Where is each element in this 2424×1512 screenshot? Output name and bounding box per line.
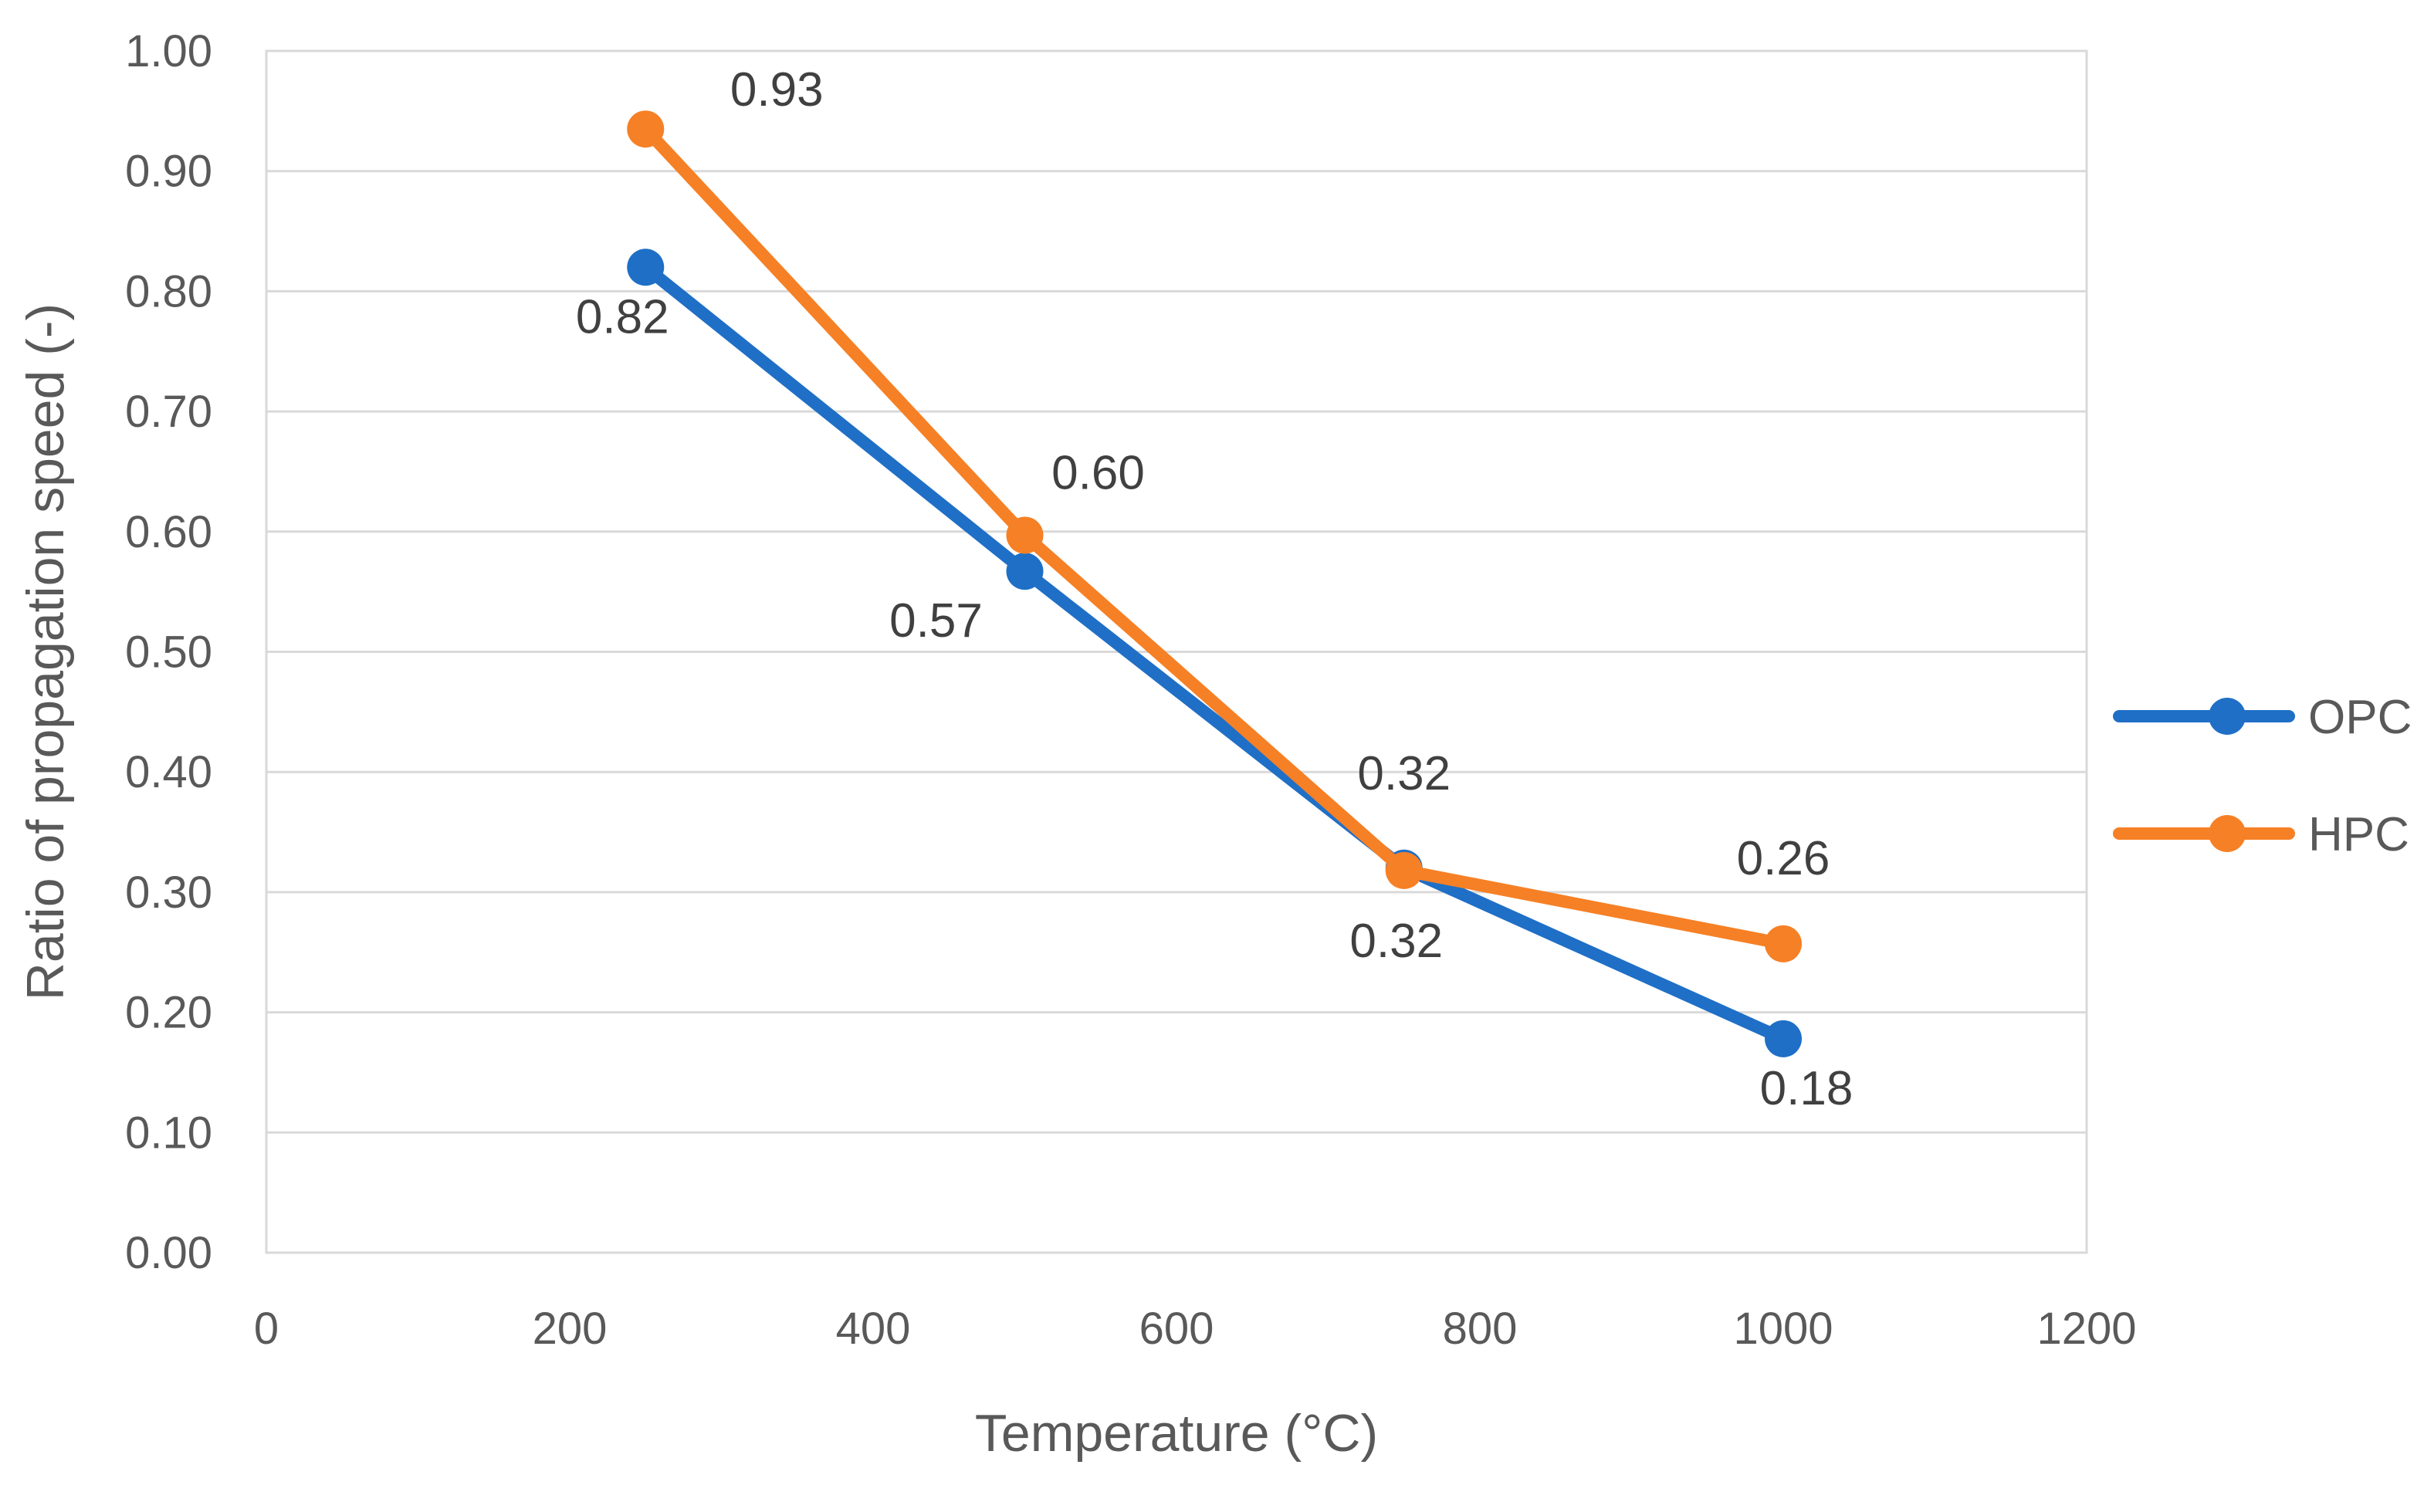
x-tick-label: 0: [254, 1304, 279, 1354]
data-label-opc: 0.18: [1760, 1062, 1854, 1115]
legend-marker-opc: [2209, 698, 2246, 735]
x-tick-label: 400: [836, 1304, 911, 1354]
x-tick-label: 200: [533, 1304, 608, 1354]
x-tick-label: 1200: [2036, 1304, 2136, 1354]
legend: OPC HPC: [2113, 691, 2412, 861]
y-tick-label: 1.00: [125, 26, 212, 76]
data-label-hpc: 0.60: [1051, 446, 1145, 499]
x-tick-label: 1000: [1733, 1304, 1833, 1354]
y-tick-label: 0.40: [125, 747, 212, 797]
data-point-hpc: [1006, 516, 1044, 554]
y-axis-ticks: 0.00 0.10 0.20 0.30 0.40 0.50 0.60 0.70 0.80 0.90…: [125, 26, 212, 1278]
data-label-hpc: 0.93: [730, 63, 824, 117]
data-label-hpc: 0.26: [1737, 832, 1830, 885]
y-tick-label: 0.50: [125, 627, 212, 678]
data-point-hpc: [1385, 851, 1423, 889]
legend-label-hpc: HPC: [2308, 808, 2409, 861]
data-label-opc: 0.32: [1349, 915, 1443, 968]
x-tick-label: 800: [1443, 1304, 1518, 1354]
plot-area-border: [265, 49, 2088, 1254]
y-tick-label: 0.80: [125, 266, 212, 316]
data-labels: 0.82 0.57 0.32 0.18 0.93 0.60 0.32 0.26: [576, 63, 1853, 1115]
series-line-hpc: [639, 123, 1789, 950]
series-line-opc: [639, 261, 1789, 1045]
legend-marker-hpc: [2209, 815, 2246, 852]
x-tick-label: 600: [1139, 1304, 1214, 1354]
data-point-hpc: [627, 110, 665, 148]
legend-label-opc: OPC: [2308, 691, 2412, 744]
data-label-opc: 0.82: [576, 290, 669, 343]
y-axis-title: Ratio of propagation speed (-): [16, 303, 75, 1000]
series-layer: [627, 110, 1802, 1057]
x-axis-ticks: 0 200 400 600 800 1000 1200: [254, 1304, 2137, 1354]
y-tick-label: 0.90: [125, 147, 212, 197]
data-point-opc: [1006, 553, 1044, 590]
y-tick-label: 0.30: [125, 868, 212, 918]
y-tick-label: 0.20: [125, 988, 212, 1038]
data-point-hpc: [1765, 925, 1802, 962]
data-point-opc: [1765, 1020, 1802, 1057]
data-point-opc: [627, 249, 665, 286]
y-tick-label: 0.60: [125, 507, 212, 557]
y-tick-label: 0.00: [125, 1228, 212, 1278]
data-label-hpc: 0.32: [1357, 747, 1451, 800]
y-tick-label: 0.70: [125, 387, 212, 437]
data-label-opc: 0.57: [889, 594, 983, 648]
y-tick-label: 0.10: [125, 1108, 212, 1158]
x-axis-title: Temperature (°C): [975, 1404, 1378, 1463]
